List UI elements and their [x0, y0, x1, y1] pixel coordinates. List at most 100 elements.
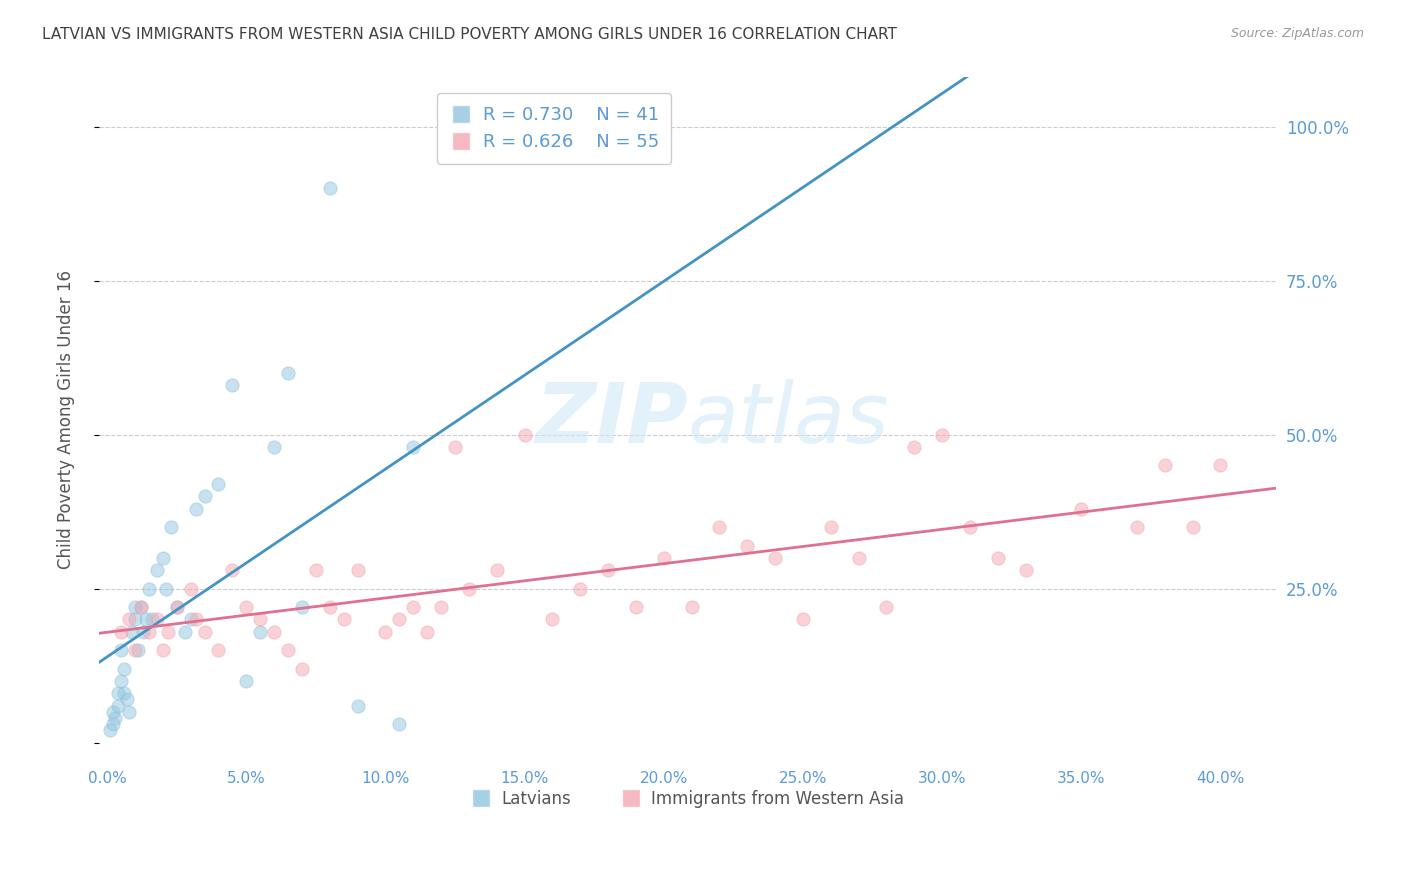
Point [987, 550, 1010, 565]
Point [112, 686, 135, 700]
Point [402, 600, 425, 615]
Point [709, 520, 731, 534]
Point [193, 489, 215, 503]
Point [152, 643, 174, 657]
Point [127, 643, 149, 657]
Point [146, 612, 169, 626]
Point [249, 612, 271, 626]
Point [1181, 520, 1204, 534]
Point [374, 624, 396, 639]
Point [186, 501, 208, 516]
Point [118, 612, 141, 626]
Point [207, 643, 229, 657]
Point [346, 698, 368, 713]
Point [174, 624, 197, 639]
Point [624, 600, 647, 615]
Point [98, 723, 121, 738]
Point [146, 563, 169, 577]
Point [959, 520, 981, 534]
Point [319, 181, 342, 195]
Point [1209, 458, 1232, 473]
Text: LATVIAN VS IMMIGRANTS FROM WESTERN ASIA CHILD POVERTY AMONG GIRLS UNDER 16 CORRE: LATVIAN VS IMMIGRANTS FROM WESTERN ASIA … [42, 27, 897, 42]
Point [1070, 501, 1092, 516]
Point [277, 643, 299, 657]
Point [221, 563, 243, 577]
Point [513, 427, 536, 442]
Point [305, 563, 328, 577]
Point [402, 440, 425, 454]
Point [107, 698, 129, 713]
Point [221, 378, 243, 392]
Point [121, 624, 143, 639]
Point [291, 600, 314, 615]
Point [193, 624, 215, 639]
Point [332, 612, 354, 626]
Point [792, 612, 814, 626]
Point [652, 550, 675, 565]
Point [277, 366, 299, 380]
Point [138, 624, 160, 639]
Point [180, 612, 202, 626]
Point [138, 582, 160, 596]
Point [388, 612, 411, 626]
Point [115, 692, 138, 706]
Point [110, 624, 132, 639]
Point [152, 550, 174, 565]
Point [319, 600, 342, 615]
Text: Source: ZipAtlas.com: Source: ZipAtlas.com [1230, 27, 1364, 40]
Point [249, 624, 271, 639]
Point [166, 600, 188, 615]
Point [848, 550, 870, 565]
Point [107, 686, 129, 700]
Text: atlas: atlas [688, 379, 889, 459]
Point [346, 563, 368, 577]
Point [681, 600, 703, 615]
Point [263, 624, 285, 639]
Point [1153, 458, 1175, 473]
Point [931, 427, 953, 442]
Point [124, 612, 146, 626]
Point [101, 717, 124, 731]
Point [207, 477, 229, 491]
Point [135, 612, 157, 626]
Point [444, 440, 467, 454]
Point [129, 600, 152, 615]
Point [160, 520, 183, 534]
Point [820, 520, 842, 534]
Point [763, 550, 786, 565]
Point [416, 624, 439, 639]
Y-axis label: Child Poverty Among Girls Under 16: Child Poverty Among Girls Under 16 [58, 269, 75, 569]
Point [235, 673, 257, 688]
Point [141, 612, 163, 626]
Point [110, 673, 132, 688]
Point [124, 600, 146, 615]
Point [104, 711, 127, 725]
Point [124, 643, 146, 657]
Legend: Latvians, Immigrants from Western Asia: Latvians, Immigrants from Western Asia [464, 783, 911, 814]
Point [291, 662, 314, 676]
Point [166, 600, 188, 615]
Point [235, 600, 257, 615]
Point [155, 582, 177, 596]
Point [569, 582, 592, 596]
Point [132, 624, 155, 639]
Point [263, 440, 285, 454]
Text: ZIP: ZIP [534, 379, 688, 459]
Point [112, 662, 135, 676]
Point [541, 612, 564, 626]
Point [430, 600, 453, 615]
Point [1126, 520, 1149, 534]
Point [180, 582, 202, 596]
Point [1014, 563, 1036, 577]
Point [875, 600, 897, 615]
Point [186, 612, 208, 626]
Point [110, 643, 132, 657]
Point [157, 624, 180, 639]
Point [388, 717, 411, 731]
Point [735, 539, 758, 553]
Point [485, 563, 508, 577]
Point [101, 705, 124, 719]
Point [903, 440, 925, 454]
Point [598, 563, 620, 577]
Point [118, 705, 141, 719]
